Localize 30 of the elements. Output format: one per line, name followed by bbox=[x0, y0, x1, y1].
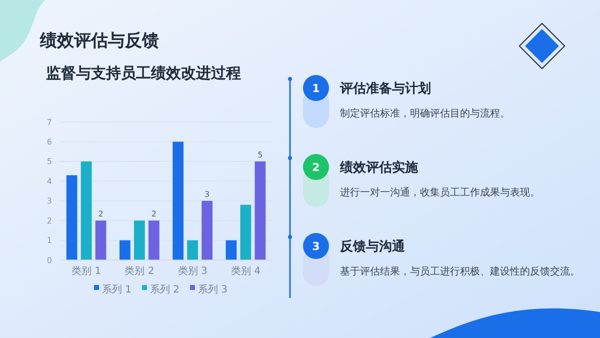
text: 基于评估结果，与员工进行积极、建设性的反馈交流。 bbox=[340, 266, 580, 278]
y-tick-label: 1 bbox=[46, 236, 52, 246]
text: 进行一对一沟通，收集员工工作成果与表现。 bbox=[340, 186, 540, 198]
y-tick-label: 7 bbox=[46, 118, 52, 127]
text: 制定评估标准，明确评估目的与流程。 bbox=[340, 108, 510, 120]
text: 反馈与沟通 bbox=[339, 238, 406, 255]
legend-label: 系列 3 bbox=[198, 284, 228, 296]
data-label: 2 bbox=[151, 210, 156, 219]
y-tick-label: 0 bbox=[46, 256, 52, 265]
y-tick-label: 5 bbox=[46, 157, 52, 166]
chart-title: 绩效评估与反馈 bbox=[39, 31, 159, 51]
text: 绩效评估实施 bbox=[339, 160, 419, 176]
y-tick-label: 4 bbox=[46, 176, 52, 186]
y-tick-label: 6 bbox=[46, 138, 52, 147]
text: 3 bbox=[312, 240, 320, 253]
data-label: 2 bbox=[98, 210, 104, 219]
text: 评估准备与计划 bbox=[339, 80, 431, 97]
chart-subtitle: 监督与支持员工绩效改进过程 bbox=[46, 64, 241, 82]
x-tick-label: 类别 2 bbox=[124, 265, 154, 277]
legend-label: 系列 1 bbox=[102, 284, 132, 296]
x-tick-label: 类别 3 bbox=[178, 265, 208, 277]
x-tick-label: 类别 4 bbox=[230, 265, 260, 277]
x-tick-label: 类别 1 bbox=[72, 265, 102, 277]
data-label: 3 bbox=[204, 190, 210, 199]
y-tick-label: 2 bbox=[46, 216, 52, 226]
text: 2 bbox=[312, 160, 320, 174]
text: 1 bbox=[312, 82, 320, 95]
data-label: 5 bbox=[258, 150, 263, 160]
y-tick-label: 3 bbox=[46, 196, 52, 206]
legend-label: 系列 2 bbox=[150, 284, 180, 296]
